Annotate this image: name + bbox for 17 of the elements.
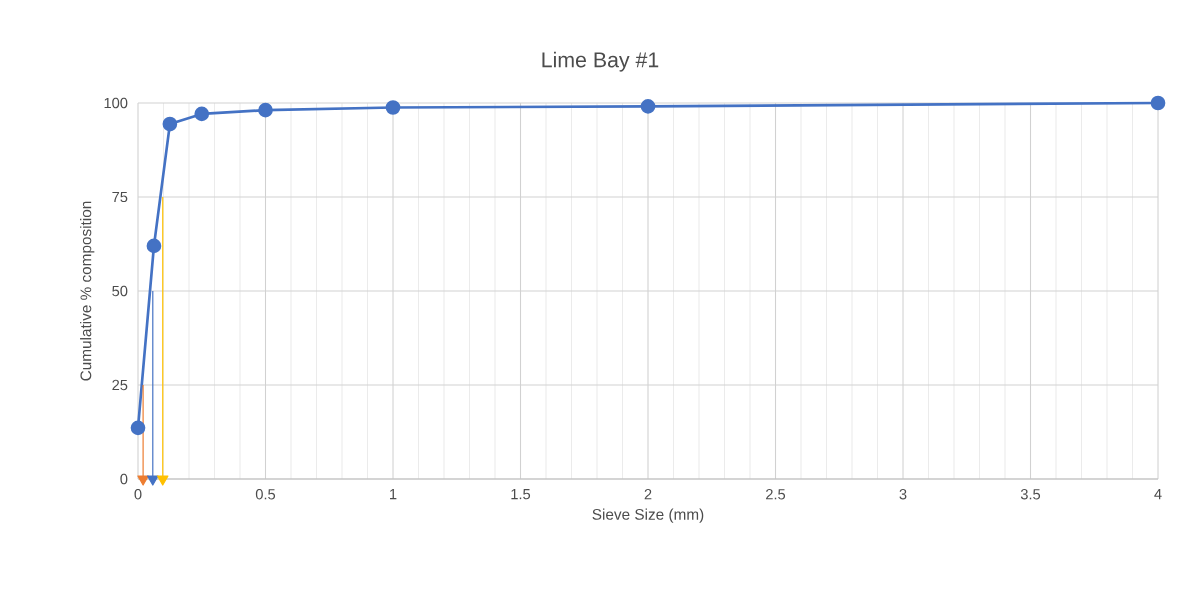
x-tick-label: 3 (899, 489, 907, 500)
x-tick-label: 1 (390, 489, 397, 500)
y-tick-label: 25 (112, 379, 128, 391)
x-tick-label: 0.5 (255, 489, 276, 500)
chart-title: Lime Bay #1 (542, 51, 659, 72)
y-tick-label: 50 (112, 285, 128, 297)
y-axis-title: Cumulative % composition (80, 201, 95, 381)
y-tick-label: 100 (104, 97, 128, 109)
x-tick-label: 4 (1154, 489, 1162, 500)
y-tick-label: 75 (112, 191, 128, 203)
x-tick-label: 2 (644, 489, 652, 500)
x-tick-label: 3.5 (1020, 489, 1041, 500)
x-tick-label: 2.5 (766, 489, 786, 500)
x-axis-title: Sieve Size (mm) (592, 508, 704, 523)
y-tick-label: 0 (120, 473, 128, 485)
x-tick-label: 1.5 (511, 489, 531, 500)
x-tick-label: 0 (134, 489, 142, 500)
